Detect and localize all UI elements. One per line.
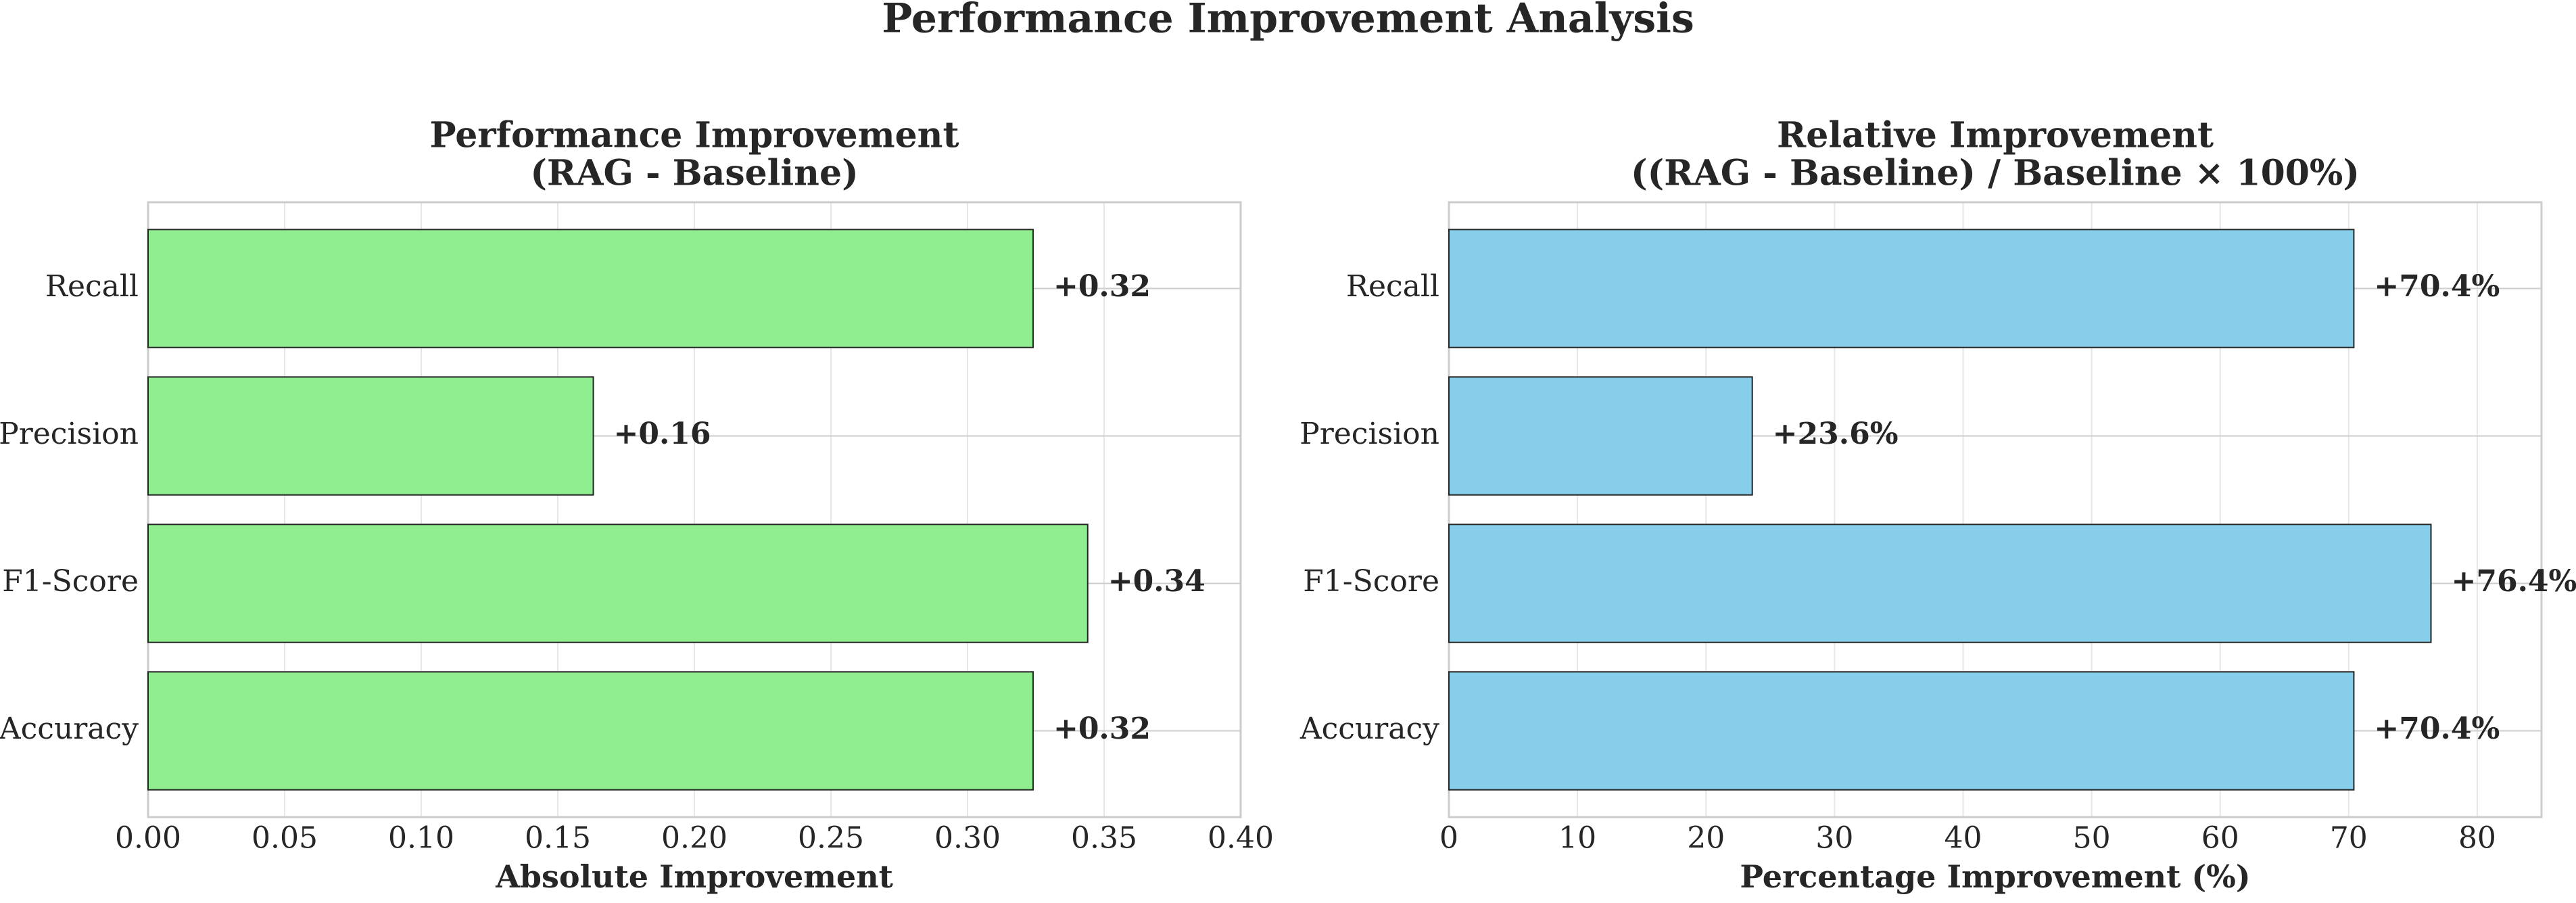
- x-tick-label: 0: [1439, 821, 1458, 856]
- x-tick-label: 0.40: [1208, 821, 1274, 856]
- x-tick-label: 0.10: [388, 821, 454, 856]
- value-label: +76.4%: [2451, 564, 2576, 599]
- x-tick-label: 70: [2330, 821, 2368, 856]
- value-label: +0.32: [1053, 269, 1151, 304]
- figure-title: Performance Improvement Analysis: [882, 0, 1694, 43]
- y-tick-label: Accuracy: [0, 712, 139, 746]
- x-axis-label: Percentage Improvement (%): [1740, 858, 2250, 895]
- x-tick-label: 0.35: [1071, 821, 1137, 856]
- subplot-title: Relative Improvement: [1777, 115, 2214, 156]
- bar: [1448, 376, 1753, 496]
- x-tick-label: 0.15: [525, 821, 591, 856]
- subplot-title: ((RAG - Baseline) / Baseline × 100%): [1631, 153, 2360, 194]
- x-tick-label: 0.25: [798, 821, 864, 856]
- bar: [147, 671, 1034, 791]
- x-tick-label: 0.00: [115, 821, 181, 856]
- x-tick-label: 0.30: [934, 821, 1001, 856]
- subplot-title: Performance Improvement: [429, 115, 959, 156]
- x-tick-label: 0.20: [661, 821, 728, 856]
- plot-frame: [147, 201, 1242, 818]
- x-axis-label: Absolute Improvement: [495, 858, 894, 895]
- y-tick-label: F1-Score: [2, 564, 139, 599]
- y-tick-label: Accuracy: [1299, 712, 1439, 746]
- value-label: +23.6%: [1773, 417, 1899, 451]
- bar: [1448, 671, 2355, 791]
- bar: [1448, 524, 2432, 643]
- y-tick-label: Precision: [1299, 417, 1439, 451]
- y-tick-label: F1-Score: [1303, 564, 1439, 599]
- bar: [147, 229, 1034, 348]
- x-tick-label: 60: [2201, 821, 2239, 856]
- bar: [147, 524, 1089, 643]
- value-label: +70.4%: [2374, 712, 2500, 746]
- value-label: +0.34: [1108, 564, 1206, 599]
- bar: [147, 376, 594, 496]
- y-tick-label: Recall: [45, 269, 139, 304]
- x-tick-label: 50: [2073, 821, 2111, 856]
- x-tick-label: 80: [2458, 821, 2496, 856]
- subplot-title: (RAG - Baseline): [530, 153, 858, 194]
- x-tick-label: 20: [1687, 821, 1725, 856]
- value-label: +0.32: [1053, 712, 1151, 746]
- x-tick-label: 10: [1558, 821, 1596, 856]
- plot-frame: [1448, 201, 2543, 818]
- value-label: +0.16: [614, 417, 711, 451]
- value-label: +70.4%: [2374, 269, 2500, 304]
- x-tick-label: 40: [1944, 821, 1982, 856]
- y-tick-label: Recall: [1346, 269, 1439, 304]
- bar: [1448, 229, 2355, 348]
- x-tick-label: 0.05: [252, 821, 318, 856]
- x-tick-label: 30: [1815, 821, 1853, 856]
- y-tick-label: Precision: [0, 417, 139, 451]
